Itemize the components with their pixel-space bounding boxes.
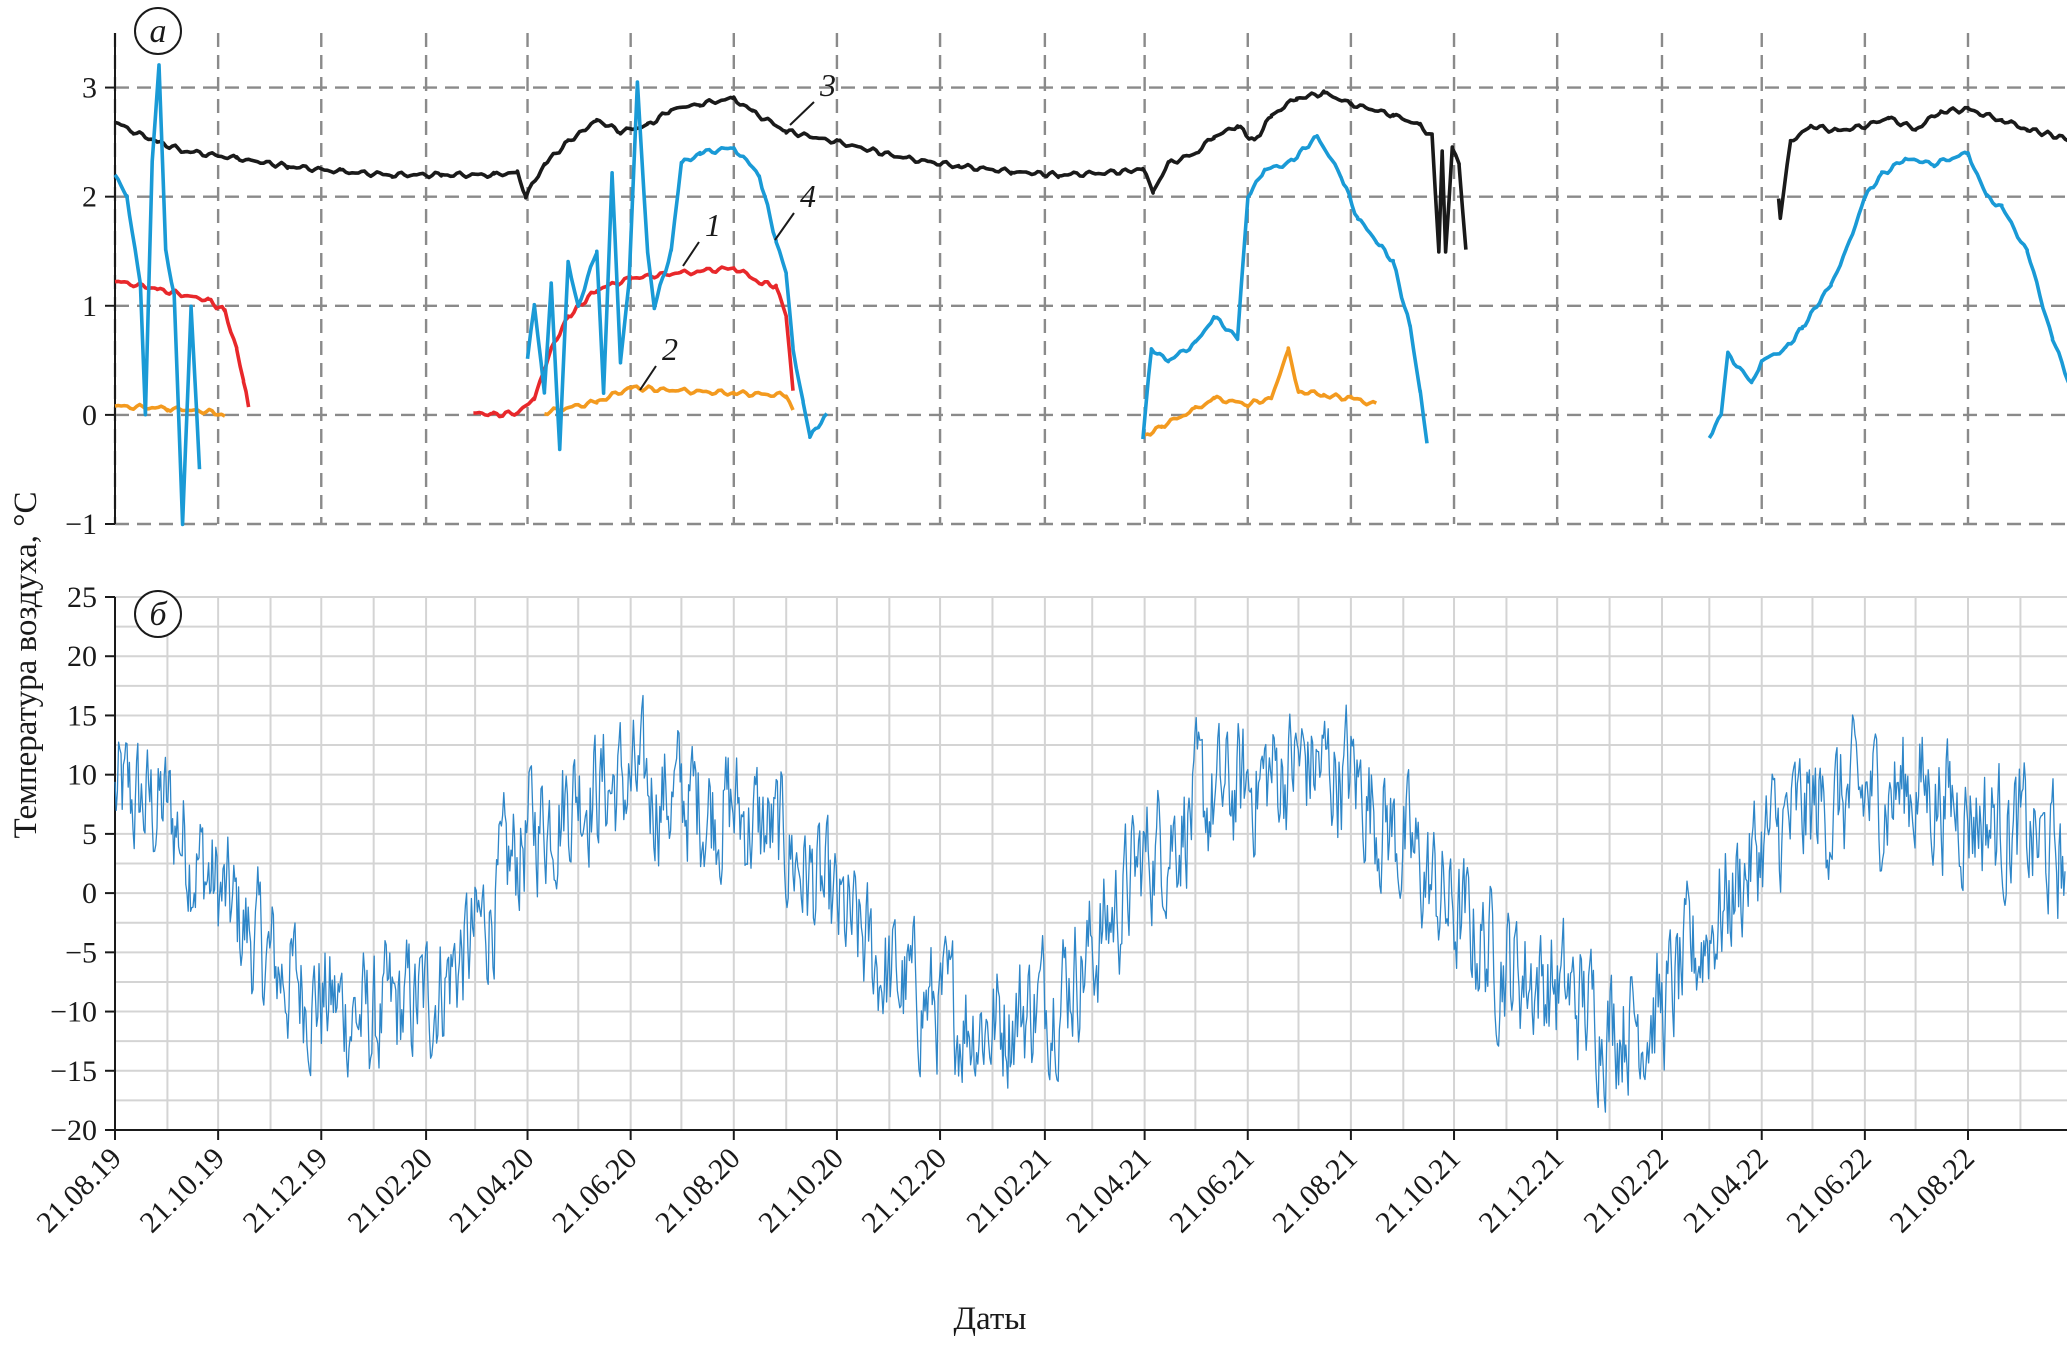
x-axis-title: Даты [954, 1301, 1027, 1337]
y-tick-label-a: −1 [65, 508, 97, 541]
y-tick-label-b: −5 [65, 936, 97, 969]
curve-1-label: 1 [705, 207, 721, 243]
series-1-line [114, 279, 251, 408]
curve-3-leader [789, 101, 815, 126]
x-tick-label: 21.04.21 [1060, 1142, 1158, 1240]
x-tick-label: 21.08.20 [649, 1142, 747, 1240]
curve-3-label: 3 [819, 67, 836, 103]
series-air-line [114, 694, 2066, 1113]
series-2-line [114, 402, 226, 418]
x-tick-label: 21.06.21 [1163, 1142, 1261, 1240]
x-tick-label: 21.04.20 [443, 1142, 541, 1240]
x-tick-label: 21.02.20 [341, 1142, 439, 1240]
y-tick-label-b: 5 [82, 818, 97, 851]
x-tick-label: 21.10.21 [1369, 1142, 1467, 1240]
panel-a-badge [134, 7, 182, 55]
panel-b-letter: б [149, 596, 168, 633]
y-tick-label-b: 0 [82, 877, 97, 910]
x-tick-label: 21.02.22 [1577, 1142, 1675, 1240]
curve-2-leader [639, 365, 657, 391]
y-axis-title: Температура воздуха, °C [8, 492, 44, 839]
curve-4-label: 4 [800, 178, 816, 214]
curve-4-leader [774, 212, 795, 241]
panel-b-air-temperature: −20 −15 −10 −5 0 5 10 15 20 25 б [50, 581, 2067, 1147]
y-tick-label-b: −15 [50, 1055, 97, 1088]
y-tick-label-b: −20 [50, 1114, 97, 1147]
y-tick-label-b: 15 [67, 699, 97, 732]
panel-a-ground-temperature: −1 0 1 2 3 1 2 3 4 а [65, 7, 2067, 541]
series-2-line [544, 384, 795, 417]
x-tick-label: 21.06.22 [1780, 1142, 1878, 1240]
y-tick-label-b: 25 [67, 581, 97, 614]
panel-b-badge [134, 590, 182, 638]
x-tick-label: 21.10.19 [134, 1142, 232, 1240]
x-tick-label: 21.02.21 [960, 1142, 1058, 1240]
x-tick-label: 21.04.22 [1677, 1142, 1775, 1240]
curve-2-label: 2 [662, 331, 678, 367]
y-tick-label-a: 3 [82, 72, 97, 105]
y-tick-label-a: 0 [82, 399, 97, 432]
y-tick-label-b: 20 [67, 640, 97, 673]
series-4-line [525, 80, 829, 452]
x-tick-label: 21.08.19 [30, 1142, 128, 1240]
series-3-line [114, 89, 1468, 254]
x-tick-label: 21.06.20 [546, 1142, 644, 1240]
x-tick-label: 21.08.22 [1883, 1142, 1981, 1240]
panel-a-letter: а [150, 13, 167, 50]
y-tick-label-a: 2 [82, 181, 97, 214]
series-4-line [1141, 134, 1429, 444]
x-tick-label: 21.10.20 [752, 1142, 850, 1240]
series-3-line [1776, 105, 2067, 221]
x-tick-label: 21.08.21 [1266, 1142, 1364, 1240]
series-4-line [113, 63, 202, 527]
x-tick-label: 21.12.21 [1473, 1142, 1571, 1240]
x-tick-label: 21.12.19 [237, 1142, 335, 1240]
y-tick-label-b: −10 [50, 996, 97, 1029]
series-4-line [1707, 150, 2067, 439]
y-tick-label-b: 10 [67, 759, 97, 792]
curve-1-leader [682, 241, 700, 267]
y-tick-label-a: 1 [82, 290, 97, 323]
x-tick-label: 21.12.20 [855, 1142, 953, 1240]
series-2-line [1144, 346, 1378, 437]
x-axis-dates: 21.08.19 21.10.19 21.12.19 21.02.20 21.04.20… [30, 1130, 1981, 1239]
